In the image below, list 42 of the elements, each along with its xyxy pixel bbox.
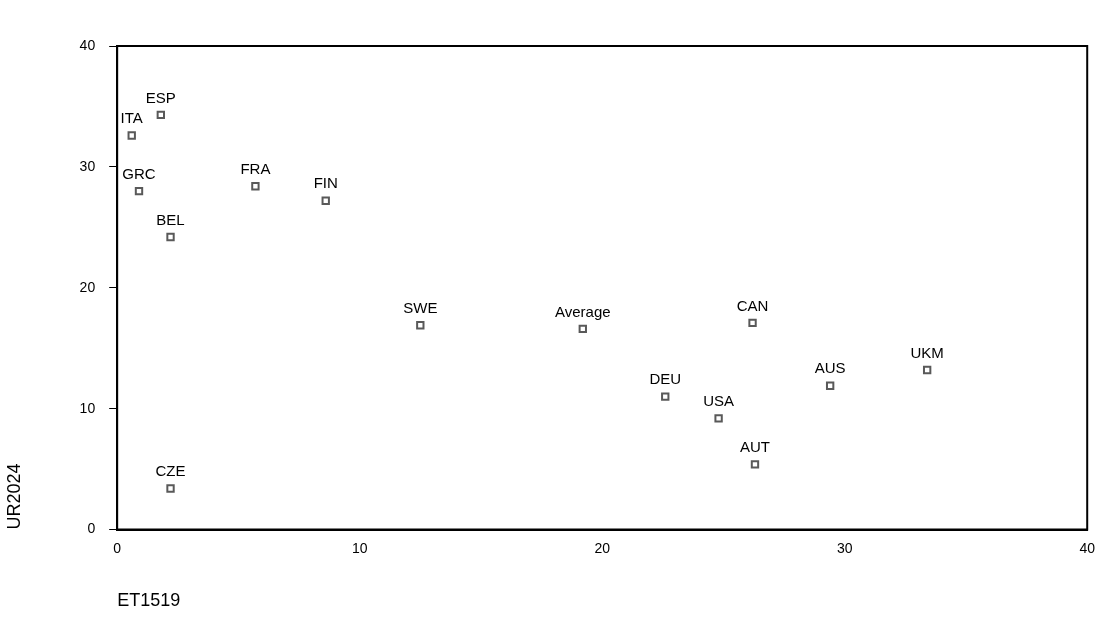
y-axis-title: UR2024 [3, 463, 24, 530]
point [416, 321, 425, 330]
annotation: DEU [649, 370, 682, 388]
annotation: CAN [736, 296, 769, 314]
annotation: ESP [145, 88, 176, 106]
annotation: AUS [814, 359, 846, 377]
point [166, 484, 175, 493]
annotation: GRC [122, 164, 156, 182]
point [134, 186, 144, 196]
point [321, 196, 330, 205]
x-tick-label: 0 [113, 539, 122, 556]
annotation: USA [703, 392, 735, 410]
annotation: Average [554, 302, 611, 320]
annotation: BEL [156, 210, 185, 228]
y-tick-label: 30 [79, 157, 96, 174]
point [750, 460, 760, 469]
annotation: CZE [155, 462, 186, 480]
annotation: SWE [403, 298, 438, 316]
y-tick-label: 40 [79, 36, 96, 53]
y-tick-label: 20 [79, 278, 96, 295]
point [578, 324, 587, 334]
point [251, 182, 260, 191]
x-tick-label: 30 [836, 539, 853, 556]
point [166, 232, 175, 242]
annotation: UKM [910, 343, 944, 361]
point [127, 131, 136, 140]
point [714, 414, 723, 423]
point [922, 365, 932, 375]
point [156, 110, 166, 120]
point [825, 381, 835, 390]
annotation: FIN [313, 174, 338, 192]
x-axis-title: ET1519 [117, 590, 181, 611]
y-tick-label: 0 [87, 520, 96, 537]
x-tick-label: 20 [594, 539, 611, 556]
x-tick-label: 10 [351, 539, 368, 556]
point [748, 318, 757, 328]
annotation: ITA [120, 109, 143, 127]
annotation: AUT [739, 437, 770, 455]
point [661, 392, 670, 401]
y-tick-label: 10 [79, 399, 96, 416]
x-tick-label: 40 [1079, 539, 1096, 556]
annotation: FRA [240, 159, 271, 177]
